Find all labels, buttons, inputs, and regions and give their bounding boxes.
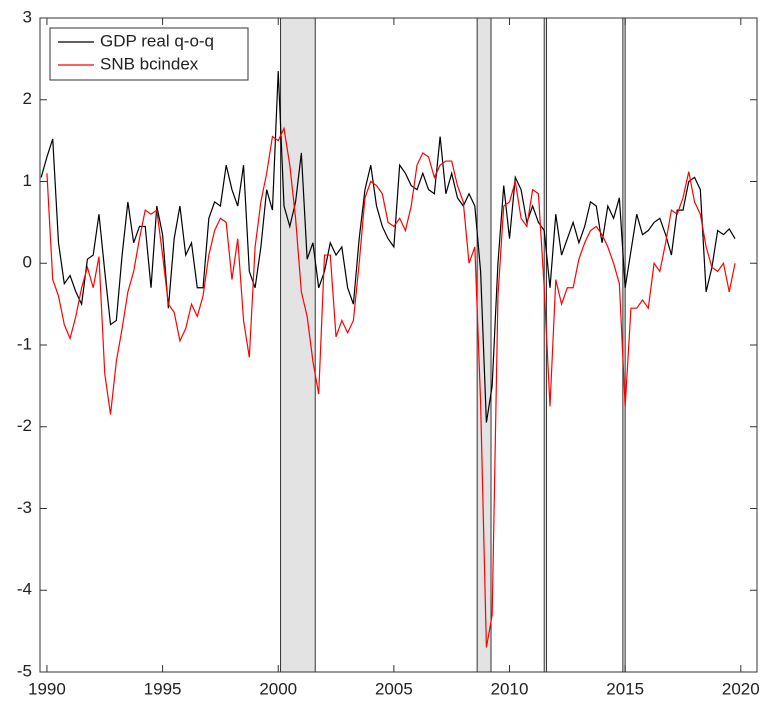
legend: GDP real q-o-q SNB bcindex bbox=[49, 27, 249, 81]
y-tick-label: 0 bbox=[23, 253, 32, 272]
series-line bbox=[46, 126, 736, 648]
series-line bbox=[40, 71, 736, 423]
legend-label: SNB bcindex bbox=[100, 54, 199, 73]
x-tick-label: 1995 bbox=[144, 679, 182, 698]
legend-label: GDP real q-o-q bbox=[100, 31, 214, 50]
y-tick-label: 3 bbox=[23, 7, 32, 26]
x-tick-label: 2020 bbox=[722, 679, 760, 698]
y-tick-label: -5 bbox=[17, 661, 32, 680]
shaded-region bbox=[622, 17, 626, 673]
y-tick-label: 2 bbox=[23, 89, 32, 108]
x-tick-label: 2010 bbox=[491, 679, 529, 698]
plot-background bbox=[40, 18, 757, 672]
x-tick-label: 1990 bbox=[28, 679, 66, 698]
y-tick-label: 1 bbox=[23, 171, 32, 190]
y-tick-label: -2 bbox=[17, 416, 32, 435]
x-tick-label: 2005 bbox=[375, 679, 413, 698]
x-tick-label: 2000 bbox=[259, 679, 297, 698]
legend-box bbox=[49, 27, 249, 81]
plot-frame bbox=[39, 17, 758, 673]
y-tick-label: -1 bbox=[17, 334, 32, 353]
shaded-region bbox=[280, 17, 316, 673]
x-tick-label: 2015 bbox=[606, 679, 644, 698]
y-tick-label: -3 bbox=[17, 498, 32, 517]
y-tick-label: -4 bbox=[17, 580, 32, 599]
shaded-region bbox=[543, 17, 548, 673]
